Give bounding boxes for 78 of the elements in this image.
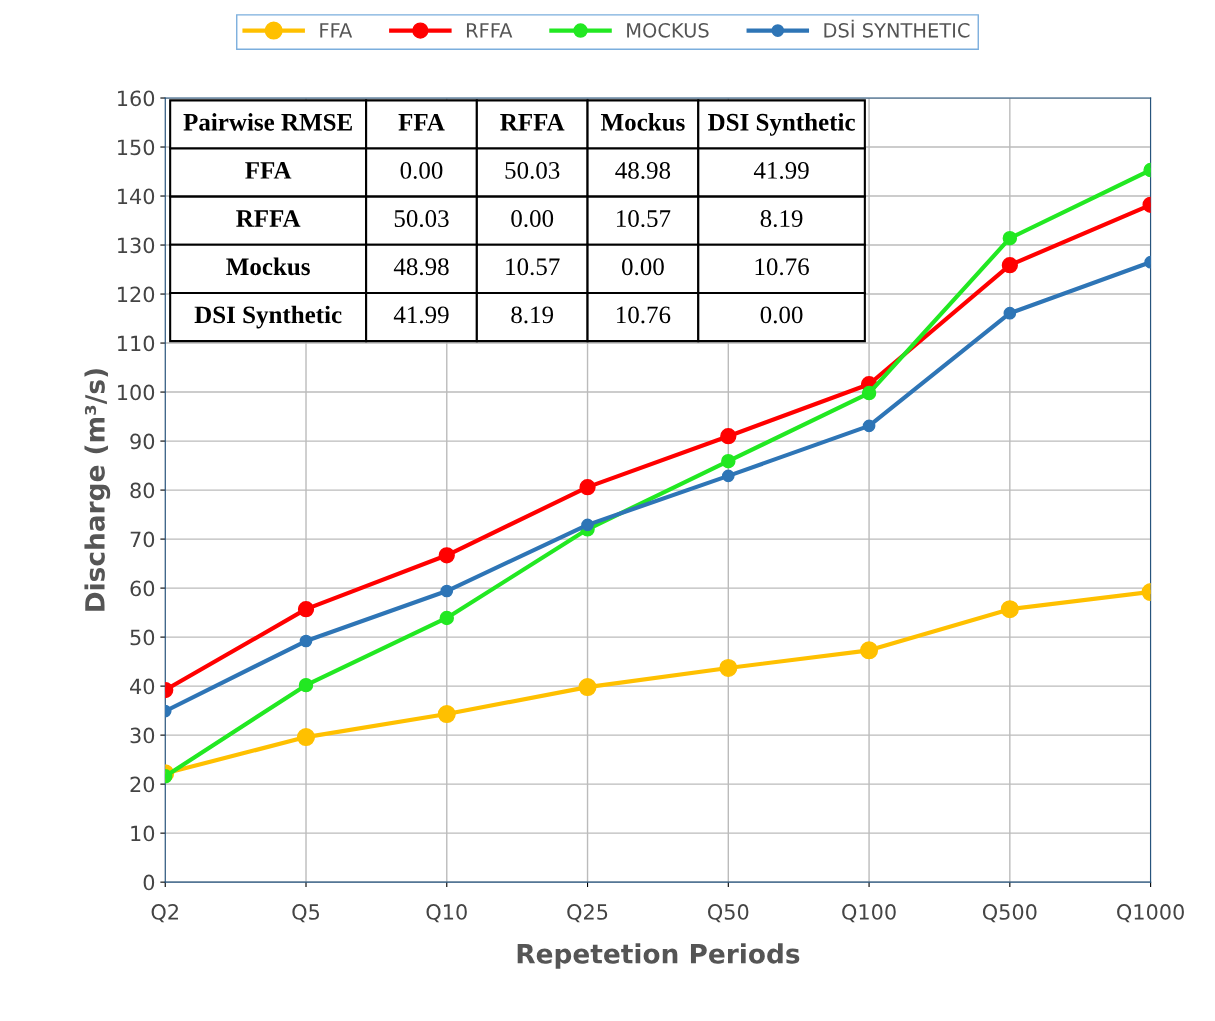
- y-tick-label: 0: [143, 874, 155, 891]
- y-axis-title: Discharge (m³/s): [84, 369, 111, 611]
- y-tick-label: 90: [130, 433, 155, 450]
- x-tick-label: Q25: [567, 904, 608, 923]
- y-tick-label: 60: [130, 580, 155, 597]
- y-tick-label: 120: [118, 286, 155, 303]
- y-tick-label: 20: [130, 776, 155, 793]
- point: [440, 584, 454, 598]
- annotation: DSI Synthetic: [194, 305, 342, 329]
- annotation: Pairwise RMSE: [183, 113, 352, 131]
- annotation: 10.57: [617, 210, 671, 228]
- annotation: DSI Synthetic: [708, 113, 855, 136]
- point: [862, 419, 876, 433]
- annotation: 50.03: [394, 210, 449, 228]
- y-tick-label: 100: [118, 384, 155, 401]
- annotation: 48.98: [393, 258, 449, 276]
- x-tick-label: Q10: [426, 904, 467, 923]
- x-tick-label: Q100: [842, 904, 896, 923]
- point: [720, 428, 737, 445]
- point: [297, 601, 315, 618]
- point: [721, 469, 735, 483]
- y-tick-label: 10: [131, 825, 155, 842]
- annotation: 10.76: [755, 258, 809, 276]
- point: [299, 634, 313, 648]
- y-tick-label: 70: [130, 531, 155, 548]
- annotation: 50.03: [505, 161, 560, 179]
- legend-label: MOCKUS: [627, 22, 709, 38]
- annotation: RFFA: [236, 210, 301, 227]
- annotation: RFFA: [500, 113, 565, 131]
- legend-label: FFA: [320, 23, 353, 38]
- annotation: 0.00: [400, 161, 443, 179]
- point: [439, 610, 454, 626]
- point: [296, 728, 316, 747]
- point: [298, 677, 314, 693]
- annotation: Mockus: [226, 257, 310, 276]
- point: [1003, 306, 1017, 320]
- point: [579, 479, 596, 496]
- x-axis-title: Repetetion Periods: [517, 943, 800, 969]
- point: [438, 547, 455, 564]
- y-tick-label: 50: [130, 629, 155, 646]
- point: [860, 641, 879, 660]
- x-tick-label: Q500: [982, 904, 1037, 923]
- annotation: 8.19: [511, 306, 554, 324]
- y-tick-label: 140: [118, 188, 155, 205]
- x-tick-label: Q50: [708, 904, 749, 923]
- y-tick-label: 30: [130, 727, 155, 744]
- annotation: 0.00: [760, 306, 803, 324]
- annotation: 10.57: [506, 258, 560, 276]
- point: [1002, 230, 1018, 246]
- point: [1000, 600, 1019, 619]
- point: [719, 658, 738, 678]
- legend-label: DSİ SYNTHETIC: [824, 19, 970, 38]
- y-tick-label: 160: [118, 90, 155, 107]
- annotation: 48.98: [615, 161, 671, 179]
- annotation: 41.99: [393, 306, 449, 324]
- annotation: FFA: [245, 162, 292, 179]
- y-tick-label: 110: [118, 335, 155, 352]
- point: [861, 385, 877, 401]
- annotation: Mockus: [600, 113, 685, 131]
- point: [1001, 257, 1018, 274]
- annotation: FFA: [398, 113, 445, 131]
- y-tick-label: 80: [130, 482, 155, 499]
- y-tick-label: 150: [118, 139, 155, 156]
- annotation: 0.00: [511, 210, 554, 228]
- x-tick-label: Q2: [151, 904, 178, 923]
- legend-label: RFFA: [466, 23, 513, 38]
- x-tick-label: Q1000: [1117, 904, 1184, 923]
- point: [437, 705, 456, 724]
- annotation: 41.99: [753, 162, 809, 179]
- point: [721, 453, 736, 469]
- annotation: 0.00: [622, 258, 664, 276]
- x-tick-label: Q5: [292, 904, 320, 923]
- point: [581, 518, 594, 532]
- point: [578, 678, 597, 697]
- annotation: 8.19: [760, 210, 803, 228]
- y-tick-label: 40: [130, 678, 155, 695]
- annotation: 10.76: [617, 306, 671, 324]
- y-tick-label: 130: [118, 237, 155, 254]
